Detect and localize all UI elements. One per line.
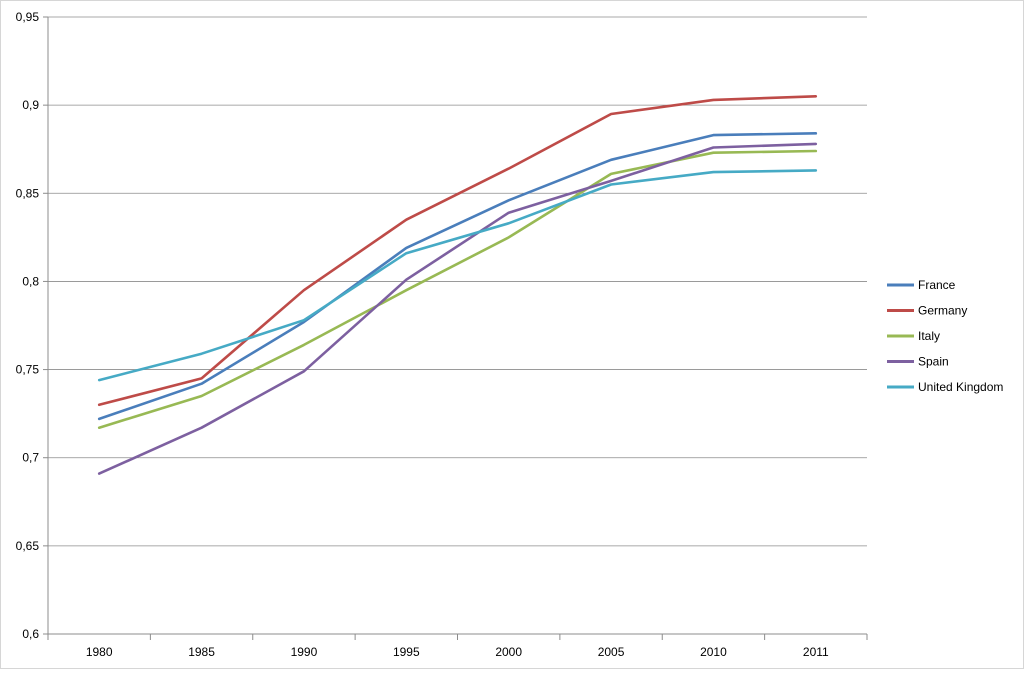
y-tick-label: 0,95 [16,10,40,24]
x-tick-label: 2010 [700,645,727,659]
series-line-italy [97,149,818,430]
axes: 0,6 0,65 0,7 0,75 0,8 0,85 0,9 0,95 1980 1985 1990… [16,10,868,659]
y-tick-label: 0,65 [16,539,40,553]
y-tick-label: 0,9 [22,98,39,112]
x-tick-label: 1985 [188,645,215,659]
x-tick-label: 2000 [495,645,522,659]
series-line-united-kingdom [97,169,818,382]
series-line-france [97,132,818,421]
x-tick-label: 1995 [393,645,420,659]
legend-label: France [918,278,956,292]
y-tick-label: 0,8 [22,274,39,288]
legend-label: Germany [918,304,967,318]
plot-series [97,95,818,475]
y-tick-label: 0,6 [22,627,39,641]
legend: France Germany Italy Spain United Kingdom [887,278,1003,394]
legend-label: Italy [918,329,940,343]
legend-label: Spain [918,355,949,369]
legend-label: United Kingdom [918,380,1003,394]
gridlines [48,16,867,547]
x-tick-label: 2011 [803,645,829,659]
x-tick-label: 1980 [86,645,113,659]
x-tick-label: 2005 [598,645,625,659]
x-tick-label: 1990 [291,645,318,659]
y-tick-label: 0,7 [22,451,39,465]
y-tick-label: 0,75 [16,363,40,377]
y-tick-label: 0,85 [16,186,40,200]
series-line-spain [97,142,818,475]
series-line-germany [97,95,818,407]
